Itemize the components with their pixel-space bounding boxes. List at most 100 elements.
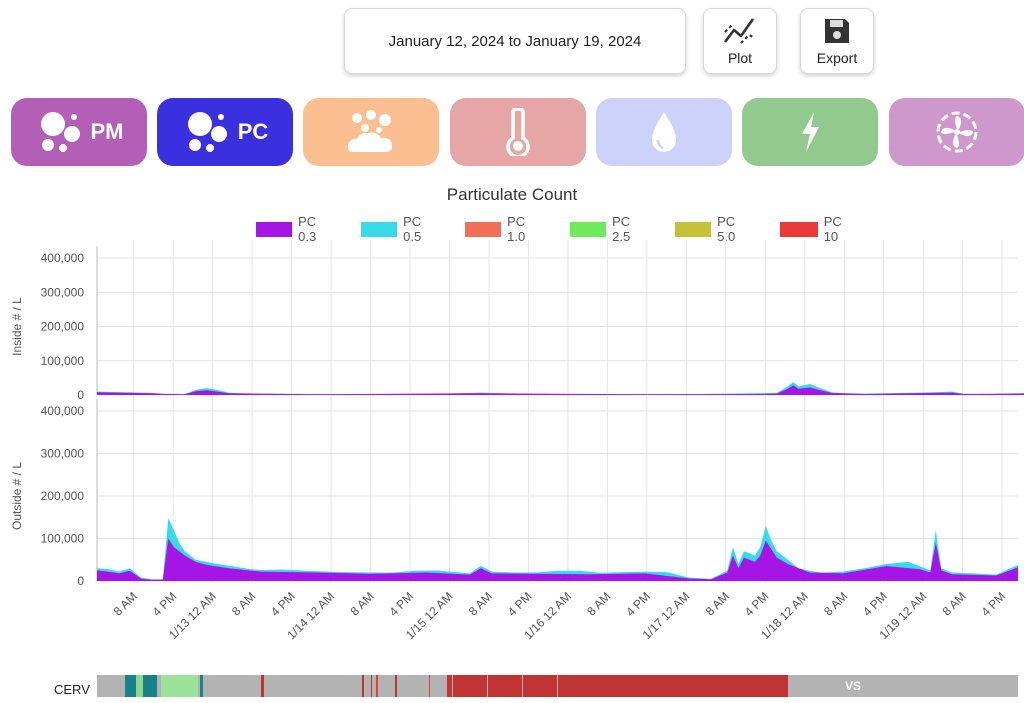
cerv-mode-segment (774, 675, 777, 697)
cerv-mode-segment (682, 675, 685, 697)
cerv-mode-segment (513, 675, 516, 697)
cerv-mode-segment (706, 675, 709, 697)
plot-button[interactable]: Plot (703, 8, 777, 74)
cerv-mode-segment (761, 675, 764, 697)
y-tick-label: 0 (77, 574, 84, 588)
legend-swatch (675, 221, 712, 237)
cerv-mode-segment (765, 675, 768, 697)
cerv-mode-segment (494, 675, 497, 697)
cerv-mode-segment (697, 675, 700, 697)
cerv-mode-segment (504, 675, 506, 697)
cerv-mode-segment (551, 675, 554, 697)
cerv-mode-segment (559, 675, 562, 697)
cerv-mode-segment (756, 675, 759, 697)
cerv-mode-segment (537, 675, 540, 697)
cerv-mode-segment (660, 675, 663, 697)
category-pm-button[interactable]: PM (11, 98, 147, 166)
x-tick-label: 8 AM (466, 589, 495, 618)
category-temperature-button[interactable] (450, 98, 586, 166)
cerv-mode-segment (481, 675, 484, 697)
legend-label: PC 2.5 (612, 214, 631, 244)
legend-item-pc50[interactable]: PC 5.0 (675, 214, 747, 244)
legend-item-pc10um[interactable]: PC 10 (780, 214, 852, 244)
cerv-mode-segment (568, 675, 571, 697)
cerv-mode-segment (627, 675, 630, 697)
legend-item-pc25[interactable]: PC 2.5 (570, 214, 642, 244)
category-pc-label: PC (237, 119, 269, 144)
cerv-mode-segment (472, 675, 475, 697)
cerv-mode-segment (669, 675, 672, 697)
cerv-mode-segment (575, 675, 578, 697)
cerv-mode-segment (640, 675, 643, 697)
cerv-mode-segment (712, 675, 715, 697)
cerv-mode-segment (769, 675, 772, 697)
fan-icon (936, 111, 978, 153)
cerv-mode-segment (502, 675, 505, 697)
cerv-mode-segment (620, 675, 622, 697)
x-tick-label: 8 AM (111, 589, 140, 618)
category-pc-button[interactable]: PC (157, 98, 293, 166)
legend-label: PC 1.0 (507, 214, 526, 244)
cerv-mode-segment (135, 675, 144, 697)
cerv-mode-segment (540, 675, 543, 697)
legend-item-pc10[interactable]: PC 1.0 (465, 214, 537, 244)
category-voc-button[interactable] (303, 98, 439, 166)
legend-item-pc05[interactable]: PC 0.5 (361, 214, 433, 244)
export-button[interactable]: Export (800, 8, 874, 74)
cerv-mode-segment (539, 675, 541, 697)
x-tick-label: 4 PM (742, 589, 772, 619)
cerv-mode-segment (723, 675, 726, 697)
category-fan-button[interactable] (889, 98, 1024, 166)
cerv-mode-segment (161, 675, 199, 697)
cerv-mode-segment (572, 675, 575, 697)
x-tick-label: 4 PM (386, 589, 416, 619)
cerv-mode-strip: VS (97, 675, 1018, 697)
x-tick-label: 4 PM (268, 589, 298, 619)
cerv-mode-segment (585, 675, 587, 697)
cerv-mode-segment (531, 675, 534, 697)
cerv-mode-segment (485, 675, 488, 697)
cerv-mode-segment (592, 675, 595, 697)
droplet-icon (652, 112, 676, 152)
x-tick-label: 8 AM (347, 589, 376, 618)
cerv-mode-segment (708, 675, 711, 697)
cerv-mode-segment (625, 675, 628, 697)
legend-label: PC 0.3 (298, 214, 317, 244)
x-tick-label: 1/17 12 AM (640, 589, 693, 642)
cerv-mode-segment (260, 675, 264, 697)
series-area-pc05 (97, 518, 1018, 581)
particles-icon (187, 112, 227, 152)
cerv-mode-segment (782, 675, 785, 697)
cerv-mode-segment (747, 675, 750, 697)
category-power-button[interactable] (742, 98, 878, 166)
date-range-picker[interactable]: January 12, 2024 to January 19, 2024 (344, 8, 686, 74)
cerv-mode-segment (450, 675, 453, 697)
y-tick-label: 100,000 (41, 532, 85, 546)
legend-label: PC 0.5 (403, 214, 422, 244)
cerv-mode-segment (487, 675, 490, 697)
y-tick-label: 300,000 (41, 447, 85, 461)
cerv-mode-segment (714, 675, 716, 697)
cerv-mode-segment (675, 675, 678, 697)
cerv-mode-segment (623, 675, 626, 697)
series-area-pc05 (97, 382, 1024, 395)
cerv-mode-segment (730, 675, 733, 697)
cloud-particles-icon (347, 110, 393, 152)
cerv-mode-segment (644, 675, 646, 697)
cerv-label: CERV (54, 682, 90, 697)
cerv-mode-segment (609, 675, 611, 697)
x-tick-label: 1/15 12 AM (403, 589, 456, 642)
cerv-mode-segment (701, 675, 703, 697)
cerv-mode-segment (483, 675, 486, 697)
cerv-mode-segment (726, 675, 729, 697)
legend-swatch (465, 221, 502, 237)
cerv-mode-segment (614, 675, 617, 697)
cerv-mode-segment (480, 675, 482, 697)
cerv-mode-segment (763, 675, 766, 697)
cerv-mode-segment (732, 675, 735, 697)
cerv-mode-segment (555, 675, 558, 697)
cerv-mode-segment (673, 675, 676, 697)
cerv-mode-segment (629, 675, 632, 697)
legend-item-pc03[interactable]: PC 0.3 (256, 214, 328, 244)
category-humidity-button[interactable] (596, 98, 732, 166)
